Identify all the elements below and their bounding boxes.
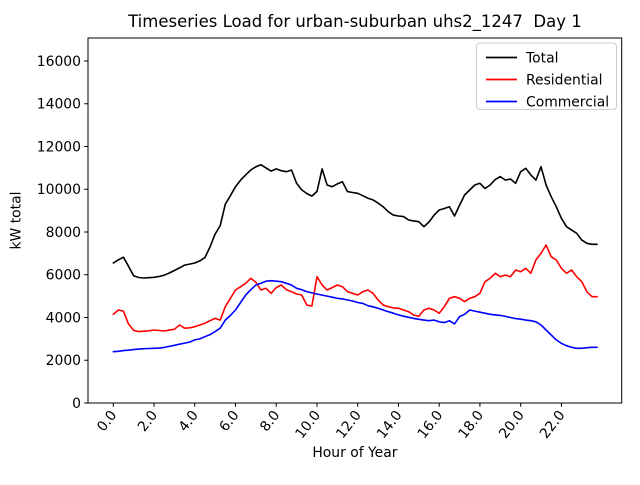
series-line-total xyxy=(112,163,598,279)
series-line-residential xyxy=(112,244,598,333)
y-tick-label: 4000 xyxy=(46,310,81,326)
y-axis-label: kW total xyxy=(9,192,25,250)
plot-frame xyxy=(87,37,623,404)
y-axis-ticks: 0 2000 4000 6000 8000 10000 12000 14000 16000 xyxy=(37,54,88,412)
y-tick-label: 14000 xyxy=(37,97,81,113)
y-tick-label: 6000 xyxy=(46,268,81,284)
series-lines xyxy=(112,163,598,353)
legend: Total Residential Commercial xyxy=(476,42,617,110)
legend-label-residential: Residential xyxy=(526,72,603,88)
y-tick-label: 16000 xyxy=(37,54,81,70)
legend-label-total: Total xyxy=(525,50,558,66)
y-tick-label: 10000 xyxy=(37,182,81,198)
y-tick-label: 2000 xyxy=(46,353,81,369)
series-line-commercial xyxy=(112,279,598,353)
y-tick-label: 12000 xyxy=(37,139,81,155)
chart-title: Timeseries Load for urban-suburban uhs2_… xyxy=(127,12,582,32)
y-tick-label: 0 xyxy=(72,396,81,412)
y-tick-label: 8000 xyxy=(46,225,81,241)
legend-box xyxy=(476,42,617,110)
x-axis-label: Hour of Year xyxy=(312,445,397,461)
legend-label-commercial: Commercial xyxy=(526,94,609,110)
